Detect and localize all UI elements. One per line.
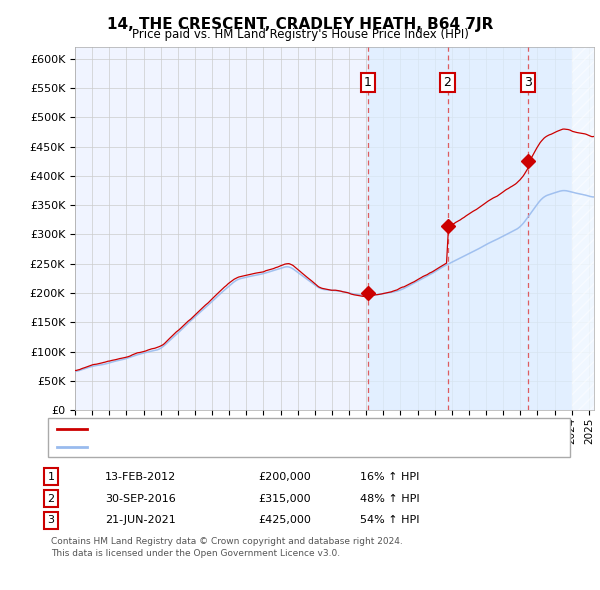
Text: 21-JUN-2021: 21-JUN-2021 [105,516,176,525]
Bar [572,47,594,410]
Text: Contains HM Land Registry data © Crown copyright and database right 2024.: Contains HM Land Registry data © Crown c… [51,537,403,546]
Text: 30-SEP-2016: 30-SEP-2016 [105,494,176,503]
Text: 3: 3 [524,76,532,89]
Text: 2: 2 [47,494,55,503]
Text: HPI: Average price, detached house, Sandwell: HPI: Average price, detached house, Sand… [91,442,331,453]
Text: 48% ↑ HPI: 48% ↑ HPI [360,494,419,503]
Text: 54% ↑ HPI: 54% ↑ HPI [360,516,419,525]
Text: This data is licensed under the Open Government Licence v3.0.: This data is licensed under the Open Gov… [51,549,340,558]
Text: £425,000: £425,000 [258,516,311,525]
Text: 1: 1 [364,76,372,89]
Text: 13-FEB-2012: 13-FEB-2012 [105,472,176,481]
Text: £315,000: £315,000 [258,494,311,503]
Bar [368,47,594,410]
Text: 1: 1 [47,472,55,481]
Text: 16% ↑ HPI: 16% ↑ HPI [360,472,419,481]
Text: Price paid vs. HM Land Registry's House Price Index (HPI): Price paid vs. HM Land Registry's House … [131,28,469,41]
Text: 14, THE CRESCENT, CRADLEY HEATH, B64 7JR (detached house): 14, THE CRESCENT, CRADLEY HEATH, B64 7JR… [91,424,424,434]
Text: 3: 3 [47,516,55,525]
Text: 2: 2 [443,76,451,89]
Text: £200,000: £200,000 [258,472,311,481]
Text: 14, THE CRESCENT, CRADLEY HEATH, B64 7JR: 14, THE CRESCENT, CRADLEY HEATH, B64 7JR [107,17,493,31]
